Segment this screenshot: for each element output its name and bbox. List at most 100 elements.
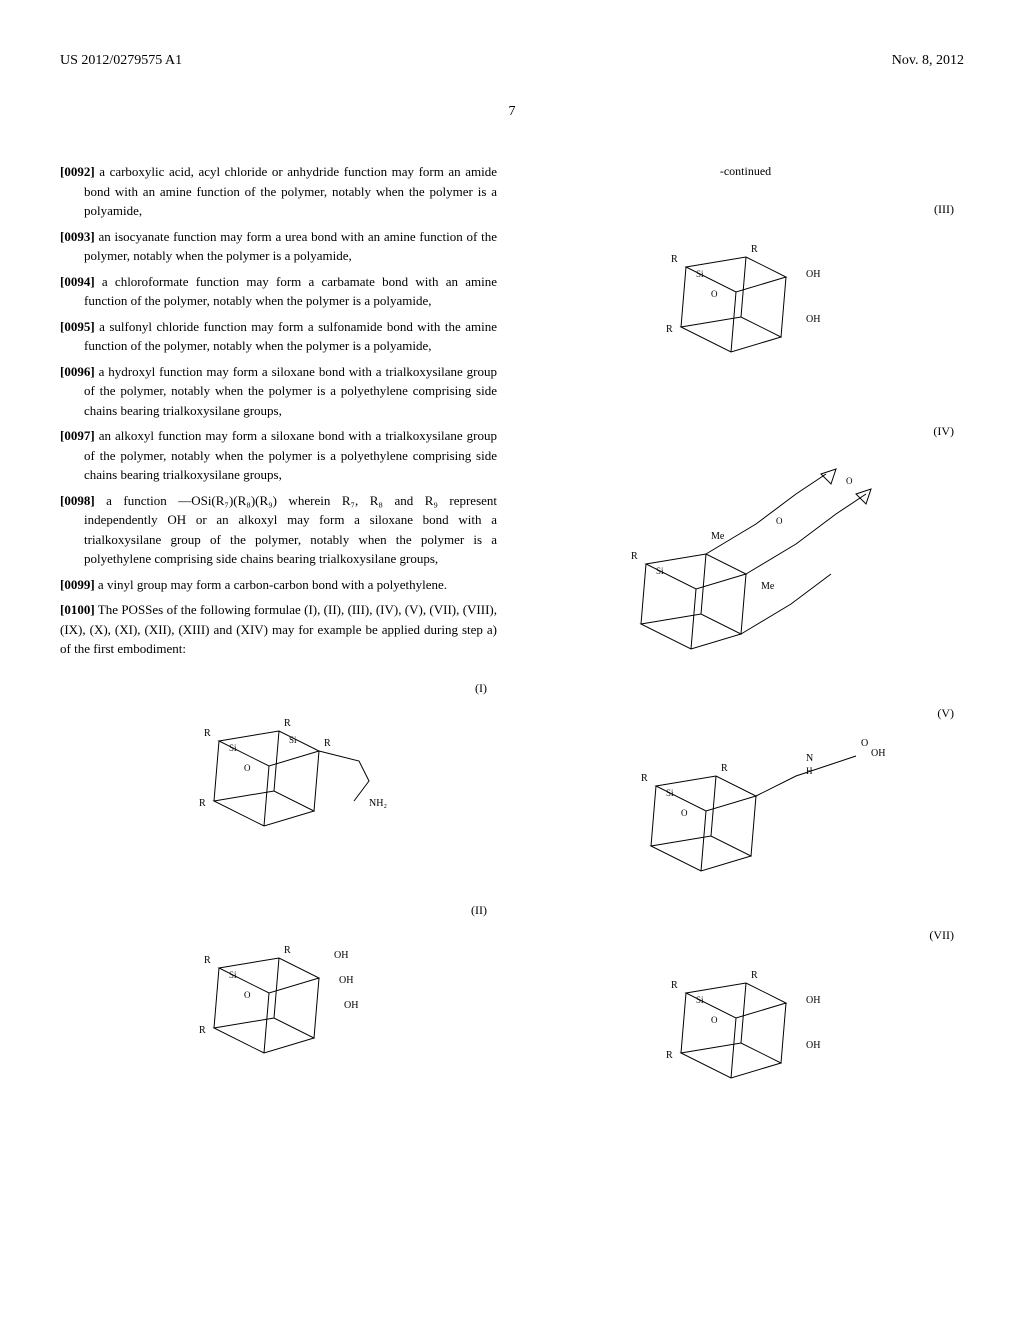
svg-text:Me: Me <box>761 581 775 592</box>
patent-number: US 2012/0279575 A1 <box>60 50 182 71</box>
svg-text:OH: OH <box>806 269 820 280</box>
chem-diagram-icon: Me Me R Si O O <box>527 444 964 684</box>
structure-I: (I) R R R R Si Si O NH₂ <box>60 679 497 881</box>
svg-text:OH: OH <box>806 995 820 1006</box>
structure-V: (V) R R N H O OH Si O <box>527 704 964 906</box>
para-0098: [0098] a function —OSi(R₇)(R₈)(R₉) where… <box>60 491 497 569</box>
right-column: -continued (III) R R OH OH R Si O <box>527 162 964 1148</box>
svg-text:O: O <box>711 289 718 299</box>
svg-text:OH: OH <box>806 1040 820 1051</box>
svg-text:Si: Si <box>229 970 237 980</box>
left-column: [0092] a carboxylic acid, acyl chloride … <box>60 162 497 1148</box>
svg-text:R: R <box>751 970 758 981</box>
para-text: a vinyl group may form a carbon-carbon b… <box>98 577 447 592</box>
para-num: [0100] <box>60 602 95 617</box>
page-number: 7 <box>60 101 964 122</box>
para-text: an alkoxyl function may form a siloxane … <box>84 428 497 482</box>
svg-text:Si: Si <box>229 743 237 753</box>
structure-VII: (VII) R R OH OH R Si O <box>527 926 964 1128</box>
para-0092: [0092] a carboxylic acid, acyl chloride … <box>60 162 497 221</box>
patent-date: Nov. 8, 2012 <box>892 50 964 71</box>
poss-structure-svg: Me Me R Si O O <box>596 444 896 684</box>
continued-label: -continued <box>527 162 964 180</box>
svg-text:R: R <box>631 551 638 562</box>
structure-label: (I) <box>60 679 497 697</box>
para-num: [0093] <box>60 229 95 244</box>
svg-text:R: R <box>324 738 331 749</box>
svg-text:Si: Si <box>289 735 297 745</box>
para-text: a function —OSi(R₇)(R₈)(R₉) wherein R₇, … <box>84 493 497 567</box>
structure-III: (III) R R OH OH R Si O <box>527 200 964 402</box>
para-num: [0097] <box>60 428 95 443</box>
structure-label: (II) <box>60 901 497 919</box>
svg-text:R: R <box>199 1025 206 1036</box>
svg-text:R: R <box>204 955 211 966</box>
para-text: an isocyanate function may form a urea b… <box>84 229 497 264</box>
svg-text:OH: OH <box>339 975 353 986</box>
para-0093: [0093] an isocyanate function may form a… <box>60 227 497 266</box>
para-num: [0094] <box>60 274 95 289</box>
svg-text:R: R <box>751 244 758 255</box>
svg-text:O: O <box>846 476 853 486</box>
content-columns: [0092] a carboxylic acid, acyl chloride … <box>60 162 964 1148</box>
structure-label: (VII) <box>527 926 964 944</box>
poss-structure-svg: R R OH OH R Si O <box>626 953 866 1123</box>
chem-diagram-icon: R R OH OH OH R Si O <box>60 923 497 1103</box>
para-0094: [0094] a chloroformate function may form… <box>60 272 497 311</box>
svg-text:Si: Si <box>696 269 704 279</box>
svg-text:Si: Si <box>656 566 664 576</box>
structure-label: (III) <box>527 200 964 218</box>
para-0096: [0096] a hydroxyl function may form a si… <box>60 362 497 421</box>
poss-structure-svg: R R R R Si Si O NH₂ <box>159 701 399 881</box>
para-0095: [0095] a sulfonyl chloride function may … <box>60 317 497 356</box>
chem-diagram-icon: R R N H O OH Si O <box>527 726 964 906</box>
para-text: The POSSes of the following formulae (I)… <box>60 602 497 656</box>
para-num: [0096] <box>60 364 95 379</box>
structure-IV: (IV) Me Me R Si <box>527 422 964 684</box>
svg-text:Si: Si <box>666 788 674 798</box>
svg-text:O: O <box>861 738 868 749</box>
svg-text:Me: Me <box>711 531 725 542</box>
svg-text:NH₂: NH₂ <box>369 798 387 809</box>
svg-text:OH: OH <box>871 748 885 759</box>
para-0097: [0097] an alkoxyl function may form a si… <box>60 426 497 485</box>
svg-text:O: O <box>244 763 251 773</box>
para-0100: [0100] The POSSes of the following formu… <box>60 600 497 659</box>
chem-diagram-icon: R R OH OH R Si O <box>527 948 964 1128</box>
svg-text:O: O <box>776 516 783 526</box>
structure-II: (II) R R OH OH OH R Si O <box>60 901 497 1103</box>
para-num: [0098] <box>60 493 95 508</box>
svg-text:R: R <box>671 254 678 265</box>
poss-structure-svg: R R OH OH OH R Si O <box>159 928 399 1098</box>
poss-structure-svg: R R N H O OH Si O <box>606 726 886 906</box>
svg-text:R: R <box>721 763 728 774</box>
poss-structure-svg: R R OH OH R Si O <box>626 227 866 397</box>
svg-text:R: R <box>284 945 291 956</box>
svg-text:R: R <box>671 980 678 991</box>
structure-label: (IV) <box>527 422 964 440</box>
svg-text:N: N <box>806 753 813 764</box>
para-num: [0099] <box>60 577 95 592</box>
para-text: a hydroxyl function may form a siloxane … <box>84 364 497 418</box>
svg-text:Si: Si <box>696 995 704 1005</box>
para-num: [0092] <box>60 164 95 179</box>
svg-text:O: O <box>711 1015 718 1025</box>
para-0099: [0099] a vinyl group may form a carbon-c… <box>60 575 497 595</box>
svg-text:R: R <box>641 773 648 784</box>
page-header: US 2012/0279575 A1 Nov. 8, 2012 <box>60 50 964 71</box>
para-text: a chloroformate function may form a carb… <box>84 274 497 309</box>
para-num: [0095] <box>60 319 95 334</box>
svg-text:R: R <box>284 718 291 729</box>
svg-text:O: O <box>681 808 688 818</box>
chem-diagram-icon: R R R R Si Si O NH₂ <box>60 701 497 881</box>
svg-text:R: R <box>199 798 206 809</box>
svg-text:O: O <box>244 990 251 1000</box>
chem-diagram-icon: R R OH OH R Si O <box>527 222 964 402</box>
svg-text:H: H <box>806 766 813 776</box>
para-text: a carboxylic acid, acyl chloride or anhy… <box>84 164 497 218</box>
svg-text:OH: OH <box>344 1000 358 1011</box>
structure-label: (V) <box>527 704 964 722</box>
para-text: a sulfonyl chloride function may form a … <box>84 319 497 354</box>
svg-text:R: R <box>204 728 211 739</box>
svg-text:R: R <box>666 1050 673 1061</box>
